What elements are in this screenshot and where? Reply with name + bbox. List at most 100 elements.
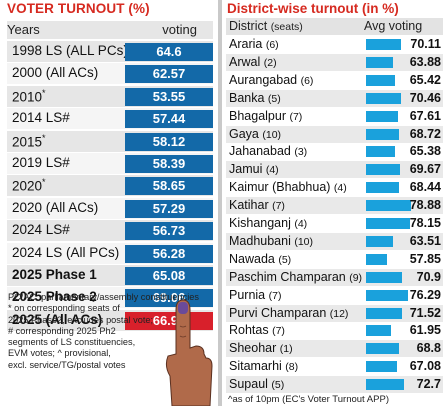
district-seats: (8) <box>285 361 299 374</box>
district-row: Madhubani (10) 63.51 <box>226 232 443 250</box>
panel-divider <box>218 0 222 406</box>
district-turnout-value: 65.42 <box>409 72 441 87</box>
turnout-value: 62.57 <box>125 65 213 84</box>
district-turnout-value: 57.85 <box>409 251 441 266</box>
footnote-line: # corresponding 2025 Ph2 <box>8 325 116 336</box>
district-turnout-value: 63.88 <box>409 54 441 69</box>
year-label: 2010* <box>12 87 46 105</box>
turnout-value: 58.65 <box>125 177 213 196</box>
footnote-marker: * <box>42 177 46 188</box>
district-footnote: ^as of 10pm (EC's Voter Turnout APP) <box>228 394 389 405</box>
district-row: Kishanganj (4) 78.15 <box>226 215 443 232</box>
district-label: Purvi Champaran (12) <box>229 305 349 320</box>
turnout-value: 56.73 <box>125 222 213 241</box>
turnout-value: 58.12 <box>125 132 213 151</box>
district-turnout-bar <box>366 182 399 194</box>
district-seats: (5) <box>278 253 292 266</box>
district-row: Supaul (5) 72.7 <box>226 376 443 394</box>
district-row: Kaimur (Bhabhua) (4) 68.44 <box>226 179 443 197</box>
district-row: Jamui (4) 69.67 <box>226 161 443 179</box>
year-label: 1998 LS (ALL PCs) <box>12 43 128 58</box>
district-turnout-value: 65.38 <box>409 144 441 159</box>
turnout-value: 53.55 <box>125 87 213 106</box>
turnout-row: 2014 LS# 57.44 <box>0 108 216 130</box>
footnotes: PC/AC: parliamentary/assembly constituen… <box>8 292 213 371</box>
year-label: 2025 Phase 2 <box>12 289 97 305</box>
district-turnout-bar <box>366 343 400 355</box>
district-turnout-bar <box>366 379 404 391</box>
district-column-label: District <box>229 19 268 33</box>
footnote-line: * on corresponding seats of <box>8 303 120 314</box>
year-label: 2014 LS# <box>12 110 70 126</box>
turnout-row: 2025 Phase 1 65.08 <box>0 265 216 287</box>
year-label: 2000 (All ACs) <box>12 65 99 81</box>
district-row: Arwal (2) 63.88 <box>226 53 443 71</box>
district-row: Bhagalpur (7) 67.61 <box>226 107 443 125</box>
year-label: 2015* <box>12 132 46 150</box>
year-label: 2020* <box>12 177 46 194</box>
district-label: Sitamarhi (8) <box>229 359 299 374</box>
district-label: Arwal (2) <box>229 54 277 69</box>
district-seats: (5) <box>271 379 285 392</box>
district-row: Katihar (7) 78.88 <box>226 197 443 215</box>
district-turnout-bar <box>366 271 402 283</box>
district-turnout-value: 70.11 <box>410 37 441 51</box>
year-label: 2025 Phase 1 <box>12 267 97 282</box>
footnote-line: 2025 Phase2, excludes postal vote; <box>8 314 154 325</box>
district-label: Araria (6) <box>229 37 279 51</box>
turnout-row: 2019 LS# 58.39 <box>0 153 216 175</box>
district-turnout-value: 61.95 <box>409 323 441 338</box>
district-turnout-value: 71.52 <box>409 305 441 320</box>
district-seats: (9) <box>349 271 363 284</box>
district-column-sublabel: (seats) <box>270 21 303 33</box>
voting-column-header: voting <box>162 22 197 37</box>
district-turnout-bar <box>366 325 392 337</box>
district-label: Sheohar (1) <box>229 341 293 356</box>
district-seats: (1) <box>279 343 293 356</box>
district-turnout-value: 70.46 <box>409 90 441 105</box>
district-row: Paschim Champaran (9) 70.9 <box>226 268 443 286</box>
footnote-line: segments of LS constituencies, <box>8 337 136 348</box>
district-seats: (7) <box>272 200 285 213</box>
district-row: Banka (5) 70.46 <box>226 89 443 107</box>
turnout-value: 57.44 <box>125 110 213 129</box>
district-turnout-bar <box>366 92 402 104</box>
turnout-value: 57.29 <box>125 199 213 218</box>
district-turnout-bar <box>366 200 411 212</box>
year-label: 2020 (All ACs) <box>12 199 99 215</box>
district-turnout-bar <box>366 289 408 301</box>
district-seats: (10) <box>294 235 314 248</box>
district-label: Jahanabad (3) <box>229 144 308 159</box>
district-seats: (10) <box>262 128 282 141</box>
footnote-marker: * <box>42 87 46 98</box>
turnout-value: 58.39 <box>125 155 213 173</box>
district-row: Gaya (10) 68.72 <box>226 125 443 143</box>
district-seats: (4) <box>333 182 347 195</box>
district-turnout-bar <box>366 56 394 68</box>
district-seats: (4) <box>294 218 308 230</box>
turnout-value: 65.08 <box>125 267 213 285</box>
district-label: Kishanganj (4) <box>229 216 308 230</box>
turnout-row: 2010* 53.55 <box>0 85 216 108</box>
district-turnout-bar <box>366 218 410 229</box>
district-turnout-value: 76.29 <box>409 287 441 302</box>
district-row: Rohtas (7) 61.95 <box>226 322 443 340</box>
district-seats: (6) <box>300 74 314 87</box>
turnout-row: 2020 (All ACs) 57.29 <box>0 197 216 220</box>
footnote-marker: * <box>42 132 46 143</box>
row-background <box>226 250 443 268</box>
footnote-line: excl. service/TG/postal votes <box>8 359 126 370</box>
footnote-line: EVM votes; ^ provisional, <box>8 348 111 359</box>
district-label: Paschim Champaran (9) <box>229 269 363 284</box>
district-turnout-bar <box>366 253 387 265</box>
state-turnout-title: VOTER TURNOUT (%) <box>7 1 150 16</box>
district-turnout-header: District (seats) Avg voting <box>226 18 443 35</box>
year-label: 2024 LS# <box>12 222 70 238</box>
turnout-row: 2000 (All ACs) 62.57 <box>0 63 216 85</box>
district-seats: (12) <box>329 307 349 320</box>
year-label: 2024 LS (All PCs) <box>12 244 120 260</box>
turnout-value: 56.28 <box>125 244 213 263</box>
district-turnout-bar <box>366 235 394 247</box>
district-row: Jahanabad (3) 65.38 <box>226 143 443 161</box>
year-label: 2019 LS# <box>12 155 70 170</box>
